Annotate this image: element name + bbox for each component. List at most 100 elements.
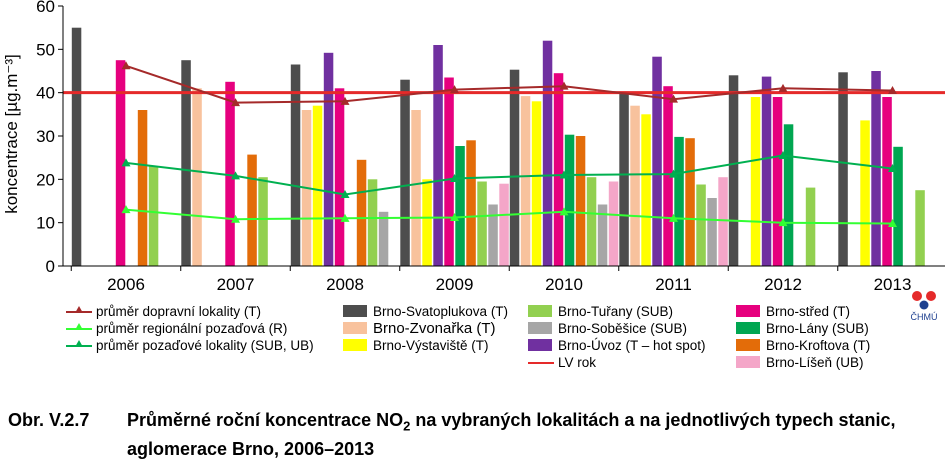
avg-marker-1-3 bbox=[450, 212, 459, 221]
bar-1-4 bbox=[520, 96, 531, 266]
avg-marker-0-6 bbox=[778, 83, 788, 92]
legend-series-7-label: Brno-Tuřany (SUB) bbox=[558, 304, 674, 319]
avg-marker-0-0 bbox=[121, 61, 131, 70]
bar-5-6 bbox=[783, 124, 794, 266]
bar-6-4 bbox=[575, 136, 586, 266]
legend-avg-1-label: průměr regionální pozaďová (R) bbox=[96, 321, 288, 336]
bar-0-1 bbox=[181, 60, 191, 267]
caption-text: Průměrné roční koncentrace NO2 na vybran… bbox=[127, 409, 937, 460]
avg-marker-0-5 bbox=[669, 94, 678, 103]
avg-marker-0-2 bbox=[340, 96, 350, 105]
avg-line-1 bbox=[125, 208, 893, 225]
y-tick-label-1: 10 bbox=[36, 214, 55, 233]
bar-7-5 bbox=[696, 184, 706, 266]
x-tick-label-5: 2011 bbox=[655, 275, 692, 294]
bar-3-2 bbox=[323, 52, 334, 266]
bar-8-3 bbox=[488, 204, 498, 266]
bar-8-4 bbox=[597, 204, 608, 266]
legend-series-0-label: Brno-Svatoplukova (T) bbox=[373, 304, 509, 319]
avg-marker-0-1 bbox=[231, 98, 240, 107]
bar-4-5 bbox=[663, 86, 673, 266]
chart: 0 10 20 30 40 50 60 2006 2007 2008 2009 2010 2011 201… bbox=[2, 0, 945, 294]
chmu-logo: ČHMÚ bbox=[906, 288, 942, 328]
legend-avg-1-marker bbox=[75, 323, 83, 330]
bar-4-7 bbox=[882, 97, 892, 266]
bars-group bbox=[71, 27, 925, 267]
bar-2-4 bbox=[531, 101, 542, 266]
legend-series-8-label: Brno-Soběšice (SUB) bbox=[558, 321, 688, 336]
avg-marker-0-7 bbox=[888, 86, 897, 94]
avg-line-2 bbox=[125, 154, 893, 196]
avg-marker-2-0 bbox=[121, 158, 131, 167]
lines-group bbox=[63, 61, 945, 228]
bar-1-5 bbox=[630, 105, 640, 266]
x-tick-label-4: 2010 bbox=[545, 275, 583, 294]
x-tick-label-6: 2012 bbox=[764, 275, 802, 294]
bar-7-0 bbox=[148, 166, 159, 266]
bar-4-1 bbox=[225, 81, 235, 266]
legend-series-9-label: Brno-Líšeň (UB) bbox=[766, 355, 864, 370]
bar-1-1 bbox=[192, 88, 202, 266]
legend: průměr dopravní lokality (T) průměr regio… bbox=[0, 301, 945, 371]
bar-4-3 bbox=[444, 77, 454, 266]
avg-marker-2-1 bbox=[231, 171, 240, 180]
avg-marker-1-5 bbox=[669, 213, 678, 222]
legend-avg-2-marker bbox=[75, 340, 83, 347]
x-tick-label-0: 2006 bbox=[107, 275, 145, 294]
bar-6-5 bbox=[685, 138, 695, 266]
legend-series-4-label: Brno-střed (T) bbox=[766, 304, 851, 319]
avg-marker-0-4 bbox=[559, 81, 569, 90]
legend-avg-0-marker bbox=[75, 306, 83, 313]
bar-9-3 bbox=[499, 183, 509, 266]
bar-9-4 bbox=[608, 181, 619, 266]
avg-marker-1-7 bbox=[888, 219, 897, 228]
bar-7-6 bbox=[805, 187, 816, 266]
avg-marker-2-4 bbox=[559, 170, 569, 179]
avg-marker-2-2 bbox=[340, 190, 350, 198]
legend-series-1-label: Brno-Zvonařka (T) bbox=[373, 320, 496, 337]
legend-limit-swatch bbox=[528, 362, 554, 364]
legend-series-9-swatch bbox=[736, 356, 760, 368]
bar-7-4 bbox=[586, 177, 597, 266]
legend-avg-2-label: průměr pozaďové lokality (SUB, UB) bbox=[96, 338, 314, 353]
bar-0-2 bbox=[290, 64, 301, 266]
legend-series-7-swatch bbox=[528, 305, 552, 317]
bar-4-0 bbox=[115, 60, 126, 267]
legend-series-5-label: Brno-Lány (SUB) bbox=[766, 321, 869, 336]
bar-2-3 bbox=[422, 179, 432, 266]
legend-series-6-label: Brno-Kroftova (T) bbox=[766, 338, 871, 353]
bar-3-5 bbox=[652, 56, 662, 267]
avg-marker-1-4 bbox=[559, 207, 569, 216]
avg-marker-1-1 bbox=[231, 214, 240, 223]
bar-0-4 bbox=[509, 69, 520, 266]
bar-6-3 bbox=[466, 140, 476, 266]
bar-6-0 bbox=[137, 110, 148, 266]
bar-7-2 bbox=[367, 179, 378, 266]
y-tick-label-5: 50 bbox=[36, 40, 55, 59]
y-tick-label-3: 30 bbox=[36, 127, 55, 146]
legend-series-2-swatch bbox=[343, 339, 367, 351]
bar-2-7 bbox=[860, 120, 870, 267]
bar-2-6 bbox=[750, 97, 761, 266]
caption-label: Obr. V.2.7 bbox=[8, 410, 90, 430]
y-tick-label-0: 0 bbox=[46, 257, 55, 276]
x-tick-label-1: 2007 bbox=[217, 275, 255, 294]
bar-2-5 bbox=[641, 114, 651, 266]
legend-series-1-swatch bbox=[343, 322, 367, 334]
bar-8-5 bbox=[707, 198, 717, 266]
y-axis-label: koncentrace [µg.m⁻³] bbox=[2, 54, 21, 214]
bar-5-5 bbox=[674, 136, 684, 266]
bar-3-6 bbox=[761, 76, 772, 266]
bar-8-2 bbox=[378, 211, 389, 266]
caption-text-after: na vybraných lokalitách a na jednotlivýc… bbox=[127, 410, 896, 459]
bar-0-5 bbox=[619, 91, 629, 267]
legend-series-0-swatch bbox=[343, 305, 367, 317]
bar-1-3 bbox=[411, 110, 421, 266]
x-tick-label-2: 2008 bbox=[326, 275, 364, 294]
bar-3-4 bbox=[542, 40, 553, 267]
legend-series-2-label: Brno-Výstaviště (T) bbox=[373, 338, 489, 353]
legend-avg-0-label: průměr dopravní lokality (T) bbox=[96, 304, 262, 319]
bar-6-1 bbox=[247, 154, 257, 266]
legend-series-6-swatch bbox=[736, 339, 760, 351]
bar-7-7 bbox=[915, 190, 925, 266]
